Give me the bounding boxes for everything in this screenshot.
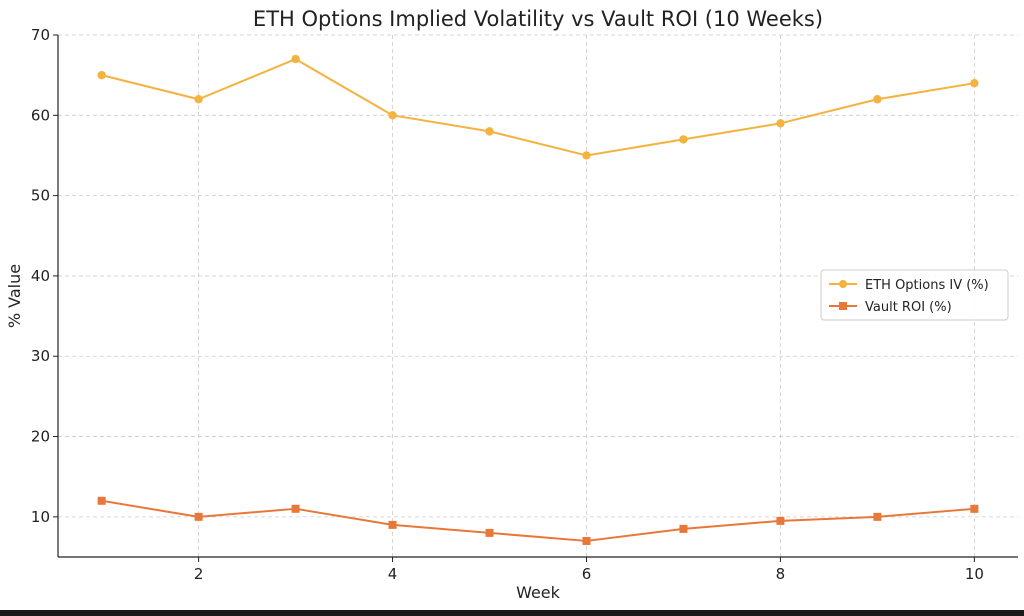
bottom-bar [0,610,1024,616]
y-tick-label: 40 [31,267,50,285]
y-tick-label: 30 [31,347,50,365]
data-point [582,536,591,545]
data-point [485,127,494,136]
data-point [873,512,882,521]
legend-box [820,269,1009,321]
data-point [388,520,397,529]
data-point [97,496,106,505]
chart-title: ETH Options Implied Volatility vs Vault … [253,7,823,31]
legend-entry: ETH Options IV (%) [829,278,989,293]
x-tick-label: 8 [776,565,786,583]
data-point [485,528,494,537]
data-point [776,516,785,525]
data-point [291,504,300,513]
data-point [970,504,979,513]
data-point [776,119,785,128]
y-tick-label: 50 [31,187,50,205]
legend-label: Vault ROI (%) [865,300,952,315]
legend: ETH Options IV (%) Vault ROI (%) [820,269,1009,321]
data-point [194,95,203,104]
axes [57,35,1018,558]
data-point [97,70,106,80]
data-point [679,135,688,144]
data-point [679,524,688,533]
ticks: 10 20 30 40 50 60 70 2 4 6 8 10 [31,26,984,583]
x-tick-label: 10 [965,565,984,583]
series-1 [97,54,979,160]
series-2 [97,496,979,545]
data-point [970,78,979,88]
data-point [873,95,882,104]
y-tick-label: 10 [31,508,50,526]
y-tick-label: 60 [31,106,50,124]
legend-label: ETH Options IV (%) [865,278,989,293]
series-line [101,499,975,542]
x-tick-label: 6 [582,565,592,583]
series [97,54,979,545]
y-axis-title: % Value [5,264,24,328]
x-tick-label: 4 [388,565,398,583]
legend-entry: Vault ROI (%) [829,300,952,315]
data-point [194,512,203,521]
legend-marker [839,302,847,310]
x-axis-title: Week [516,583,561,602]
legend-marker [839,280,847,288]
y-tick-label: 70 [31,26,50,44]
data-point [291,54,300,64]
y-tick-label: 20 [31,428,50,446]
data-point [388,111,397,120]
x-tick-label: 2 [194,565,204,583]
data-point [582,151,591,160]
series-line [101,58,975,157]
